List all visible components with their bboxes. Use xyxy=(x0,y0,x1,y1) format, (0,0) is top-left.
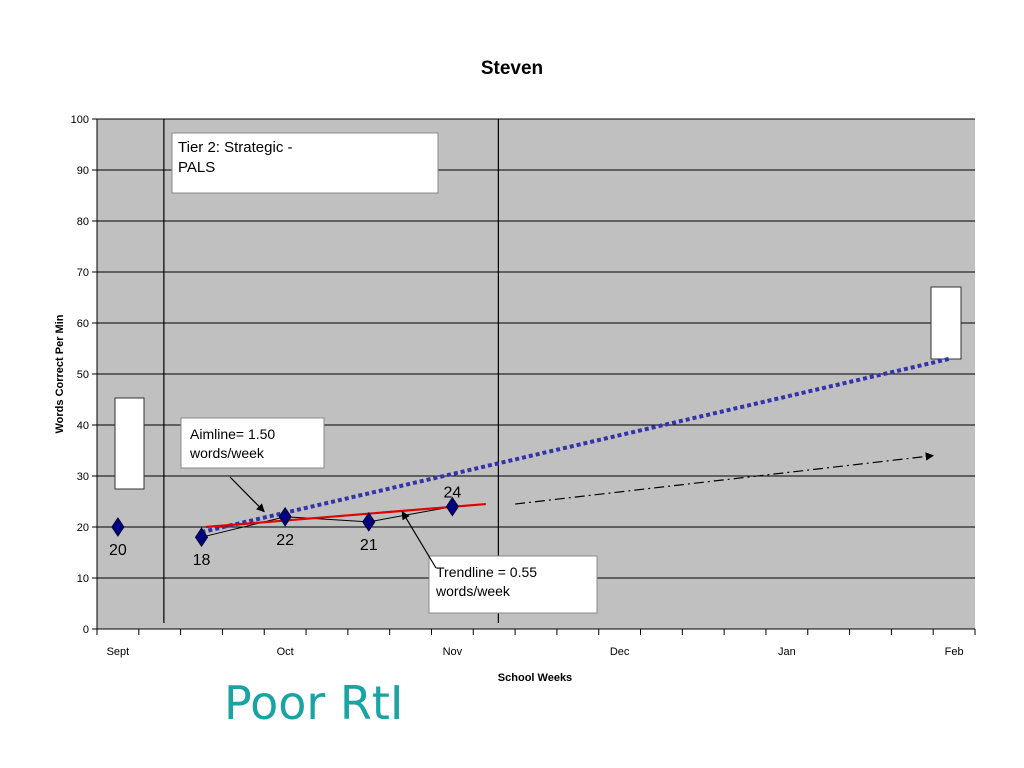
data-label: 22 xyxy=(276,532,294,549)
side-box-right xyxy=(930,286,962,360)
x-axis-label: School Weeks xyxy=(498,672,572,684)
annotation-line: Aimline= 1.50 xyxy=(190,426,275,442)
data-point xyxy=(194,527,209,548)
data-label: 21 xyxy=(360,537,378,554)
y-tick-label: 30 xyxy=(77,471,89,483)
y-tick-label: 0 xyxy=(83,624,89,636)
x-tick-label: Feb xyxy=(945,646,964,658)
aimline xyxy=(201,356,951,535)
slide-caption: Poor RtI xyxy=(224,676,404,730)
y-tick-label: 100 xyxy=(71,114,89,126)
y-ticks: 0 10 20 30 40 50 60 70 80 90 100 xyxy=(71,114,97,636)
trendline-arrow xyxy=(401,510,437,569)
aimline-annotation: Aimline= 1.50 words/week xyxy=(180,417,325,513)
phase-lines xyxy=(163,119,499,623)
data-label: 24 xyxy=(443,485,461,502)
y-tick-label: 90 xyxy=(77,165,89,177)
y-tick-label: 60 xyxy=(77,318,89,330)
data-series-line xyxy=(201,506,453,538)
y-axis-label: Words Correct Per Min xyxy=(54,314,66,433)
annotation-line: PALS xyxy=(178,159,215,176)
annotation-line: words/week xyxy=(435,583,511,599)
data-label: 20 xyxy=(109,542,127,559)
x-tick-label: Nov xyxy=(443,646,463,658)
x-ticks: Sept Oct Nov Dec Jan Feb xyxy=(96,629,976,658)
trendline-annotation: Trendline = 0.55 words/week xyxy=(401,510,598,614)
data-point xyxy=(111,517,125,537)
y-tick-label: 80 xyxy=(77,216,89,228)
data-point xyxy=(445,496,459,517)
y-tick-label: 20 xyxy=(77,522,89,534)
y-tick-label: 40 xyxy=(77,420,89,432)
data-labels: 20 18 22 21 24 xyxy=(109,485,461,570)
chart-title: Steven xyxy=(480,58,544,79)
phase-annotation: Tier 2: Strategic - PALS xyxy=(171,132,439,194)
trendline xyxy=(205,502,486,529)
x-tick-label: Dec xyxy=(610,646,630,658)
side-box-left xyxy=(114,397,145,490)
y-tick-label: 10 xyxy=(77,573,89,585)
data-point xyxy=(278,506,292,527)
data-point xyxy=(362,511,376,532)
data-label: 18 xyxy=(193,552,211,569)
chart-lines xyxy=(201,356,951,538)
svg-text:Tier 2: Strategic -PALS: Tier 2: Strategic - PALS xyxy=(178,139,292,176)
annotation-line: Trendline = 0.55 xyxy=(436,564,537,580)
data-points xyxy=(111,496,459,548)
y-tick-label: 70 xyxy=(77,267,89,279)
y-tick-label: 50 xyxy=(77,369,89,381)
annotation-line: words/week xyxy=(189,445,265,461)
x-tick-label: Jan xyxy=(778,646,796,658)
x-tick-label: Oct xyxy=(277,646,294,658)
x-tick-label: Sept xyxy=(107,646,130,658)
aimline-arrow xyxy=(229,476,265,513)
annotation-line: Tier 2: Strategic - xyxy=(178,139,292,156)
